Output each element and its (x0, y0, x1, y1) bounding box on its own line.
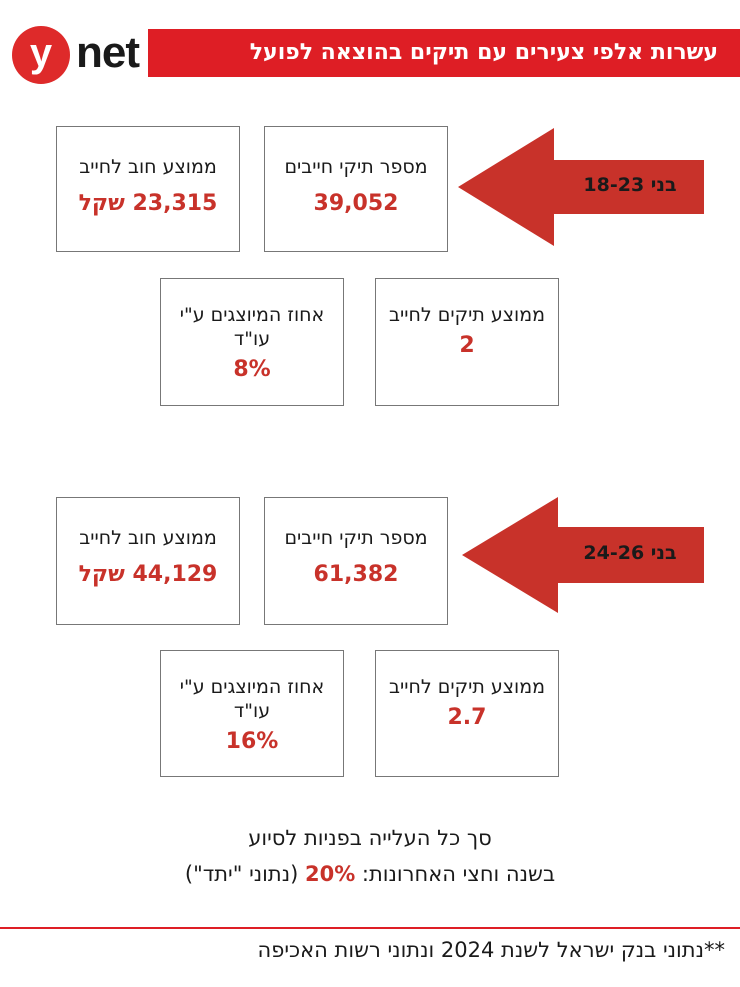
summary-line-1: סך כל העלייה בפניות לסיוע (248, 826, 492, 850)
footer-divider (0, 927, 740, 929)
represented-box-group-1: אחוז המיוצגים ע"י עו"ד 8% (160, 278, 344, 406)
logo-letter: y (12, 26, 70, 84)
files-label: מספר תיקי חייבים (284, 527, 428, 549)
page-title: עשרות אלפי צעירים עם תיקים בהוצאה לפועל (148, 29, 740, 77)
avg-files-label: ממוצע תיקים לחייב (389, 676, 545, 698)
represented-label: אחוז המיוצגים ע"י עו"ד (179, 676, 325, 722)
summary-text: סך כל העלייה בפניות לסיוע בשנה וחצי האחר… (0, 820, 740, 892)
debt-label: ממוצע חוב לחייב (79, 156, 217, 178)
files-box-group-2: מספר תיקי חייבים 61,382 (264, 497, 448, 625)
footnote: **נתוני בנק ישראל לשנת 2024 ונתוני רשות … (257, 938, 725, 962)
debt-label: ממוצע חוב לחייב (79, 527, 217, 549)
summary-prefix: בשנה וחצי האחרונות: (355, 862, 556, 886)
avg-files-box-group-1: ממוצע תיקים לחייב 2 (375, 278, 559, 406)
files-label: מספר תיקי חייבים (284, 156, 428, 178)
avg-files-value: 2 (459, 333, 475, 358)
debt-box-group-2: ממוצע חוב לחייב 44,129 שקל (56, 497, 240, 625)
arrow-shape-group-1 (458, 128, 704, 246)
represented-value: 8% (233, 357, 271, 382)
summary-source: (נתוני "יתד") (184, 862, 305, 886)
avg-files-box-group-2: ממוצע תיקים לחייב 2.7 (375, 650, 559, 777)
files-value: 61,382 (313, 562, 399, 587)
summary-percent: 20% (304, 862, 356, 886)
represented-box-group-2: אחוז המיוצגים ע"י עו"ד 16% (160, 650, 344, 777)
debt-box-group-1: ממוצע חוב לחייב 23,315 שקל (56, 126, 240, 252)
debt-value: 44,129 שקל (78, 562, 218, 587)
arrow-shape-group-2 (462, 497, 704, 613)
files-box-group-1: מספר תיקי חייבים 39,052 (264, 126, 448, 252)
represented-label: אחוז המיוצגים ע"י עו"ד (179, 304, 325, 350)
summary-line-2: בשנה וחצי האחרונות: 20% (נתוני "יתד") (0, 856, 740, 892)
avg-files-value: 2.7 (447, 705, 487, 730)
debt-value: 23,315 שקל (78, 191, 218, 216)
arrow-label-group-1: בני 18-23 (583, 174, 677, 196)
represented-value: 16% (225, 729, 279, 754)
logo-word: net (76, 28, 140, 77)
arrow-label-group-2: בני 24-26 (583, 542, 677, 564)
avg-files-label: ממוצע תיקים לחייב (389, 304, 545, 326)
ynet-logo: y net (12, 26, 144, 84)
files-value: 39,052 (313, 191, 399, 216)
